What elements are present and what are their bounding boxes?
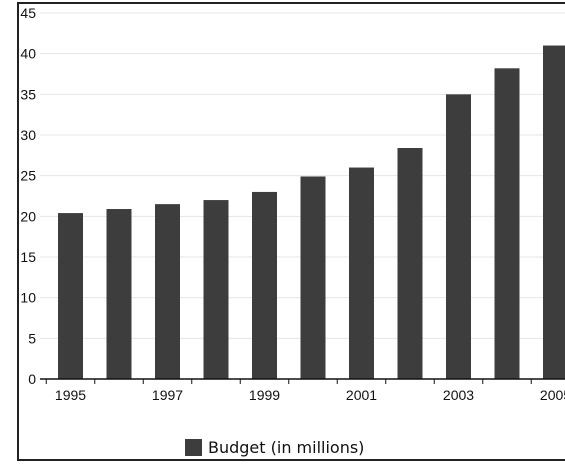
y-tick-label: 45 [20,5,36,21]
y-tick-label: 40 [20,46,36,62]
x-tick-label: 2001 [346,387,377,403]
y-tick-label: 0 [28,371,36,387]
x-tick-label: 2003 [443,387,474,403]
bar [106,209,132,379]
bar [397,148,423,379]
legend: Budget (in millions) [185,437,364,457]
chart-frame [17,2,565,461]
bar [203,200,229,379]
bar [494,68,520,379]
x-tick-label: 2005 [540,387,565,403]
y-tick-label: 10 [20,290,36,306]
bar [252,191,277,379]
x-tick-label: 1995 [55,387,86,403]
y-tick-label: 20 [20,208,36,224]
legend-label: Budget (in millions) [208,437,365,457]
bar [155,204,180,379]
bar [300,176,326,379]
y-tick-label: 15 [20,249,36,265]
y-tick-label: 35 [20,86,36,102]
y-tick-label: 30 [20,127,36,143]
bar [349,167,374,379]
x-tick-label: 1999 [249,387,280,403]
y-tick-label: 25 [20,168,36,184]
y-tick-label: 5 [28,330,36,346]
bar [543,45,565,380]
bar [446,94,471,379]
legend-swatch [185,438,202,456]
x-tick-label: 1997 [152,387,183,403]
bar [58,213,83,379]
